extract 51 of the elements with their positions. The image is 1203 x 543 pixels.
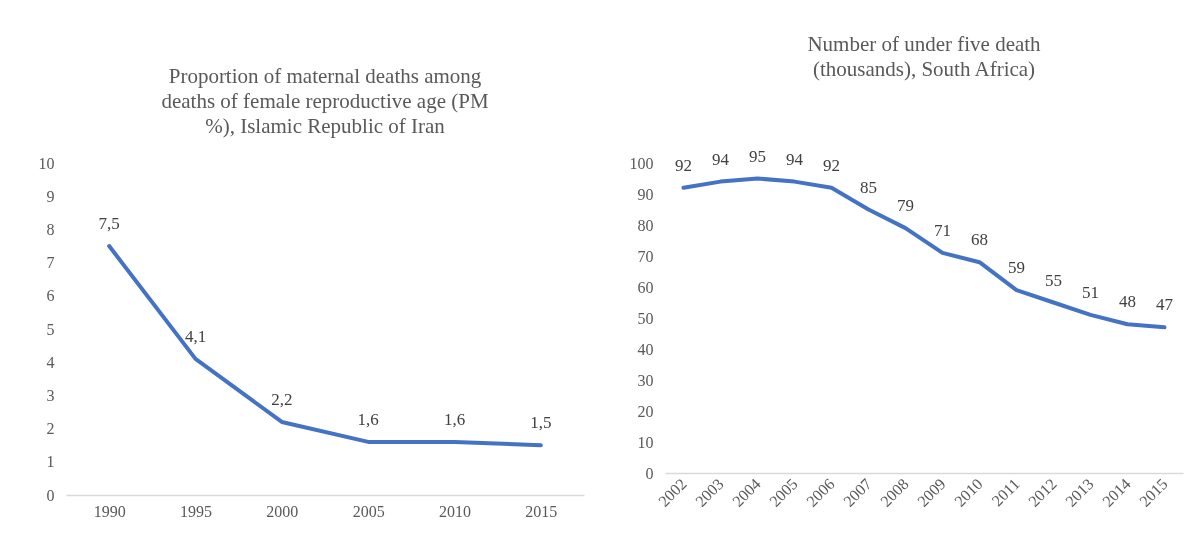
text: 1,6 bbox=[443, 409, 466, 429]
data-label: 51 bbox=[1082, 282, 1099, 302]
chart-title: Number of under five death (thousands), South Africa) bbox=[807, 31, 1042, 81]
data-label: 85 bbox=[860, 177, 877, 197]
text: 2,2 bbox=[271, 389, 293, 409]
text: 1,5 bbox=[530, 413, 552, 433]
y-tick-label: 8 bbox=[46, 220, 55, 238]
data-label: 94 bbox=[712, 149, 730, 169]
data-label: 79 bbox=[897, 196, 914, 216]
data-label: 92 bbox=[823, 155, 840, 175]
y-tick-label: 9 bbox=[46, 187, 55, 205]
y-tick-label: 3 bbox=[46, 386, 55, 404]
data-label: 68 bbox=[971, 230, 988, 250]
x-tick-label: 2011 bbox=[988, 475, 1023, 510]
y-tick-label: 2 bbox=[46, 420, 55, 438]
data-label: 94 bbox=[786, 149, 804, 169]
y-tick-label: 60 bbox=[637, 278, 654, 296]
chart-title: Proportion of maternal deaths among deaths of female reproductive age (PM %), Islamic Republic of Iran bbox=[161, 64, 489, 138]
y-tick-label: 40 bbox=[637, 340, 654, 358]
y-tick-label: 5 bbox=[46, 320, 55, 338]
x-tick-label: 2010 bbox=[439, 502, 471, 520]
y-tick-label: 6 bbox=[46, 287, 55, 305]
y-tick-label: 10 bbox=[637, 433, 654, 451]
data-label: 95 bbox=[749, 146, 766, 166]
x-tick-label: 2000 bbox=[266, 502, 299, 520]
y-tick-label: 80 bbox=[637, 216, 654, 234]
y-tick-label: 0 bbox=[46, 486, 55, 504]
y-tick-label: 50 bbox=[637, 309, 654, 327]
y-tick-label: 100 bbox=[629, 154, 654, 172]
y-tick-label: 10 bbox=[38, 154, 55, 172]
data-label: 55 bbox=[1045, 270, 1062, 290]
y-tick-label: 4 bbox=[46, 353, 55, 371]
x-tick-label: 1995 bbox=[180, 502, 212, 520]
text: 7,5 bbox=[98, 214, 120, 233]
y-tick-label: 30 bbox=[637, 371, 654, 389]
y-tick-label: 70 bbox=[637, 247, 654, 265]
y-tick-label: 90 bbox=[637, 185, 654, 203]
x-tick-label: 1990 bbox=[93, 502, 126, 520]
data-label: 48 bbox=[1119, 292, 1136, 312]
data-label: 71 bbox=[934, 220, 951, 240]
text: 4,1 bbox=[184, 326, 207, 346]
x-tick-label: 2005 bbox=[352, 502, 385, 520]
y-tick-label: 20 bbox=[637, 402, 654, 420]
data-label: 92 bbox=[675, 155, 692, 175]
y-tick-label: 0 bbox=[645, 464, 654, 482]
y-tick-label: 7 bbox=[46, 254, 55, 272]
y-tick-label: 1 bbox=[46, 453, 55, 471]
data-label: 47 bbox=[1156, 295, 1174, 315]
x-tick-label: 2015 bbox=[525, 502, 558, 520]
text: 1,6 bbox=[357, 409, 379, 429]
data-label: 59 bbox=[1008, 258, 1025, 278]
